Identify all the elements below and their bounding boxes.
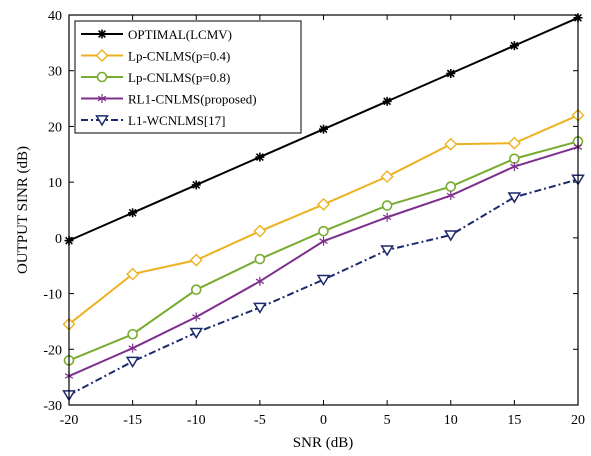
legend: OPTIMAL(LCMV) Lp-CNLMS(p=0.4) Lp-CNLMS(p=0… (74, 20, 302, 134)
data-point (253, 302, 267, 314)
x-tick-label: 10 (444, 413, 458, 428)
data-point (125, 356, 140, 368)
data-point-core (512, 43, 517, 48)
x-tick-label: 5 (384, 413, 391, 428)
data-point (509, 153, 520, 165)
data-point (507, 136, 521, 150)
data-point (189, 327, 204, 339)
legend-swatch-marker-core (99, 31, 105, 37)
y-tick-label: -10 (43, 288, 62, 303)
legend-item: RL1-CNLMS(proposed) (81, 92, 257, 107)
y-tick-label: 30 (48, 65, 62, 80)
data-point (443, 230, 458, 242)
data-point (189, 253, 203, 267)
series-layer (62, 13, 585, 402)
legend-item: OPTIMAL(LCMV) (81, 27, 232, 42)
x-axis-title: SNR (dB) (293, 435, 353, 451)
legend-swatch-marker (95, 49, 109, 62)
series-3 (64, 142, 583, 381)
data-point-core (448, 71, 453, 76)
data-point-core (384, 99, 390, 104)
data-point (444, 137, 458, 151)
x-tick-label: -15 (123, 413, 142, 428)
series-0 (64, 13, 583, 246)
series-1 (62, 108, 585, 331)
y-axis-title: OUTPUT SINR (dB) (15, 146, 31, 274)
data-point (316, 274, 331, 287)
data-point-core (194, 182, 199, 188)
y-tick-label: 10 (48, 176, 62, 191)
data-point (126, 267, 140, 281)
data-point (317, 197, 330, 211)
legend-label: OPTIMAL(LCMV) (128, 27, 232, 42)
data-point (381, 200, 393, 211)
legend-label: L1-WCNLMS[17] (128, 113, 226, 128)
data-point (318, 225, 329, 237)
x-tick-label: -5 (254, 413, 266, 428)
series-4 (62, 174, 585, 402)
data-point (445, 181, 457, 192)
y-tick-label: 40 (48, 9, 62, 24)
plot-frame (68, 14, 579, 406)
legend-label: RL1-CNLMS(proposed) (128, 92, 257, 107)
x-tick-label: -10 (187, 413, 206, 428)
x-tick-label: -20 (60, 413, 79, 428)
data-point-d2 (510, 163, 519, 170)
y-tick-label: -20 (43, 343, 62, 358)
y-tick-label: 0 (55, 232, 62, 247)
legend-swatch-marker (95, 115, 109, 127)
data-point (253, 224, 267, 238)
data-point (507, 192, 522, 204)
data-point-core (321, 127, 326, 132)
data-point-d2 (382, 214, 392, 221)
x-tick-label: 15 (507, 413, 521, 428)
data-point-core (257, 154, 263, 160)
data-point-d2 (255, 278, 265, 285)
data-point (380, 245, 394, 257)
legend-label: Lp-CNLMS(p=0.4) (128, 49, 230, 64)
data-point-d2 (128, 345, 137, 351)
data-point (190, 284, 202, 295)
y-tick-label: -30 (43, 399, 62, 414)
data-point-d2 (192, 314, 201, 320)
legend-swatch-marker-d2 (97, 95, 107, 102)
series-line (68, 178, 579, 396)
data-point-d2 (446, 192, 455, 199)
x-tick-label: 20 (571, 413, 585, 428)
legend-item: Lp-CNLMS(p=0.4) (81, 49, 230, 64)
data-point-d2 (319, 238, 328, 244)
data-point (380, 170, 394, 184)
data-point (127, 328, 138, 340)
data-point (254, 253, 266, 265)
legend-item: Lp-CNLMS(p=0.8) (81, 70, 230, 85)
y-tick-label: 20 (48, 120, 62, 135)
data-point-core (130, 210, 135, 215)
legend-item: L1-WCNLMS[17] (81, 113, 226, 128)
x-tick-label: 0 (320, 413, 327, 428)
legend-swatch-marker (96, 71, 108, 83)
legend-label: Lp-CNLMS(p=0.8) (128, 70, 230, 85)
